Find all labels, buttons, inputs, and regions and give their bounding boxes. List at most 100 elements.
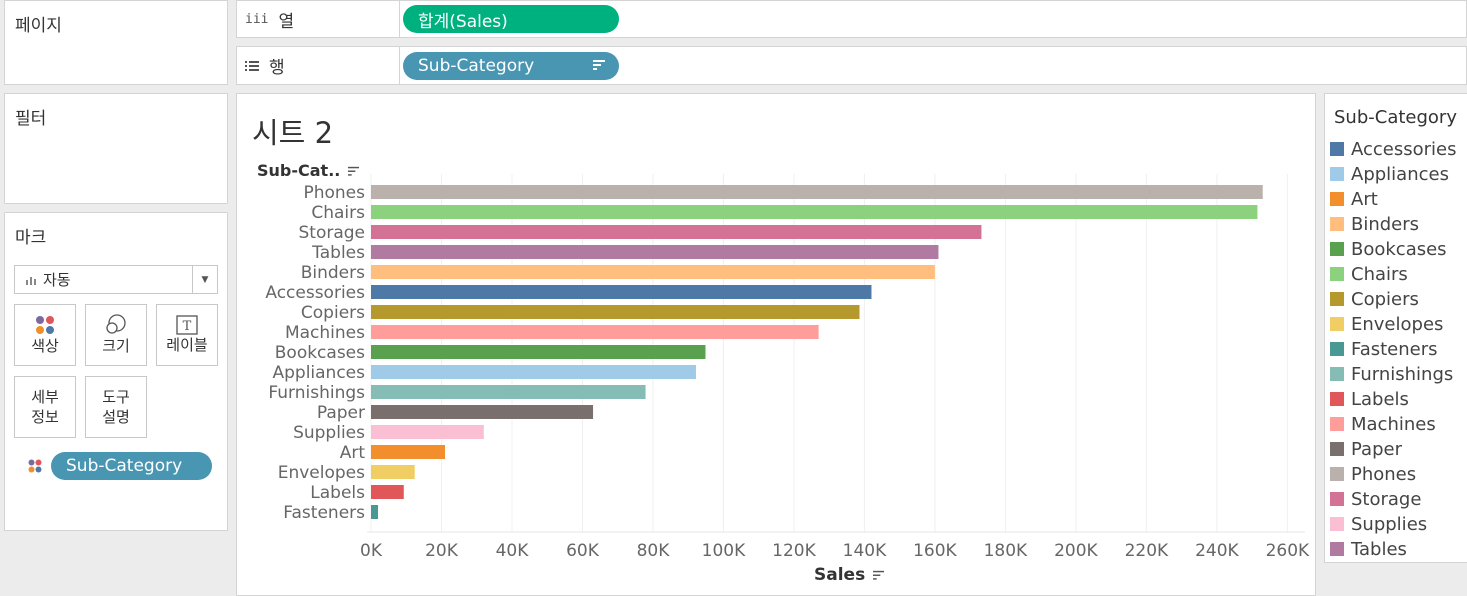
category-label[interactable]: Machines [285,323,365,343]
category-label[interactable]: Chairs [311,203,365,223]
legend-item-label: Phones [1351,463,1417,485]
legend-item-label: Art [1351,188,1378,210]
color-legend[interactable]: Sub-Category Accessories Appliances Art Bin… [1324,93,1467,563]
chevron-down-icon[interactable]: ▼ [192,266,217,293]
x-tick-label: 220K [1125,541,1169,561]
tooltip-button[interactable]: 도구 설명 [85,376,147,438]
bar[interactable] [371,205,1258,219]
color-dots-icon [36,316,54,334]
legend-swatch [1330,292,1344,306]
legend-swatch [1330,442,1344,456]
bar[interactable] [371,385,646,399]
sort-descending-icon[interactable] [593,58,605,72]
filters-panel[interactable]: 필터 [4,93,228,204]
legend-item[interactable]: Tables [1330,538,1407,560]
legend-item[interactable]: Copiers [1330,288,1419,310]
bar[interactable] [371,465,415,479]
bar[interactable] [371,225,982,239]
bar[interactable] [371,505,379,519]
legend-item[interactable]: Machines [1330,413,1436,435]
legend-item[interactable]: Phones [1330,463,1416,485]
x-tick-label: 140K [843,541,887,561]
bar[interactable] [371,425,484,439]
detail-button-label-2: 정보 [31,408,59,426]
bar[interactable] [371,405,594,419]
category-label[interactable]: Accessories [265,283,365,303]
legend-swatch [1330,142,1344,156]
category-label[interactable]: Supplies [293,423,365,443]
category-label[interactable]: Envelopes [278,463,365,483]
columns-shelf-label-box: iii 열 [237,1,400,37]
category-label[interactable]: Labels [310,483,365,503]
color-button[interactable]: 색상 [14,304,76,366]
rows-pill[interactable]: Sub-Category [403,52,619,80]
columns-shelf[interactable]: iii 열 합계(Sales) [236,0,1467,38]
bar-chart: 0K 20K 40K 60K 80K 100K 120K 140K 160K 180K 200K 22… [265,174,1310,561]
x-tick-label: 20K [425,541,459,561]
columns-pill[interactable]: 합계(Sales) [403,5,619,33]
mark-type-dropdown[interactable]: 자동 ▼ [14,265,218,294]
x-tick-label: 160K [913,541,957,561]
worksheet[interactable]: 시트 2 Sub-Cat.. 0K 20K 40K 60K 80K 100K 120K 140… [236,93,1316,596]
category-label[interactable]: Art [340,443,366,463]
legend-swatch [1330,192,1344,206]
detail-button[interactable]: 세부 정보 [14,376,76,438]
row-header[interactable]: Sub-Cat.. [257,161,359,180]
bar[interactable] [371,285,872,299]
bar[interactable] [371,365,696,379]
category-label[interactable]: Storage [298,223,365,243]
legend-item[interactable]: Envelopes [1330,313,1443,335]
legend-swatch [1330,492,1344,506]
legend-item-label: Tables [1351,538,1407,560]
bar[interactable] [371,305,860,319]
category-label[interactable]: Appliances [272,363,365,383]
legend-item[interactable]: Binders [1330,213,1419,235]
legend-item[interactable]: Furnishings [1330,363,1453,385]
legend-item[interactable]: Chairs [1330,263,1408,285]
bar[interactable] [371,345,706,359]
size-button-label: 크기 [102,337,130,355]
legend-item-label: Storage [1351,488,1422,510]
columns-icon: iii [245,11,269,27]
legend-item[interactable]: Accessories [1330,138,1457,160]
x-axis-title[interactable]: Sales [814,565,885,585]
legend-item-label: Paper [1351,438,1402,460]
category-label[interactable]: Tables [311,243,365,263]
legend-swatch [1330,267,1344,281]
legend-item[interactable]: Fasteners [1330,338,1438,360]
label-button[interactable]: T 레이블 [156,304,218,366]
category-label[interactable]: Copiers [301,303,365,323]
category-label[interactable]: Bookcases [275,343,365,363]
category-label[interactable]: Paper [317,403,365,423]
x-tick-label: 120K [772,541,816,561]
sort-descending-icon[interactable] [347,165,359,176]
category-label[interactable]: Fasteners [283,503,365,523]
legend-item[interactable]: Bookcases [1330,238,1447,260]
legend-item[interactable]: Storage [1330,488,1421,510]
size-button[interactable]: 크기 [85,304,147,366]
bar[interactable] [371,325,819,339]
legend-item-label: Bookcases [1351,238,1447,260]
rows-shelf[interactable]: 행 Sub-Category [236,46,1467,85]
category-label[interactable]: Phones [303,183,365,203]
x-tick-label: 40K [496,541,530,561]
color-field-pill[interactable]: Sub-Category [51,452,212,480]
legend-item[interactable]: Art [1330,188,1378,210]
bar[interactable] [371,265,935,279]
legend-item[interactable]: Paper [1330,438,1402,460]
category-label[interactable]: Binders [301,263,365,283]
legend-item[interactable]: Appliances [1330,163,1449,185]
pages-panel[interactable]: 페이지 [4,0,228,85]
bar[interactable] [371,485,404,499]
rows-pill-label: Sub-Category [418,56,535,76]
bar[interactable] [371,185,1263,199]
x-tick-label: 240K [1195,541,1239,561]
bar[interactable] [371,245,939,259]
bar[interactable] [371,445,446,459]
legend-item-label: Accessories [1351,138,1457,160]
category-label[interactable]: Furnishings [268,383,365,403]
marks-panel: 마크 자동 ▼ 색상 크기 T 레이블 세부 정보 도구 설명 [4,212,228,531]
legend-item[interactable]: Labels [1330,388,1409,410]
sort-descending-icon[interactable] [873,569,885,580]
legend-item[interactable]: Supplies [1330,513,1427,535]
